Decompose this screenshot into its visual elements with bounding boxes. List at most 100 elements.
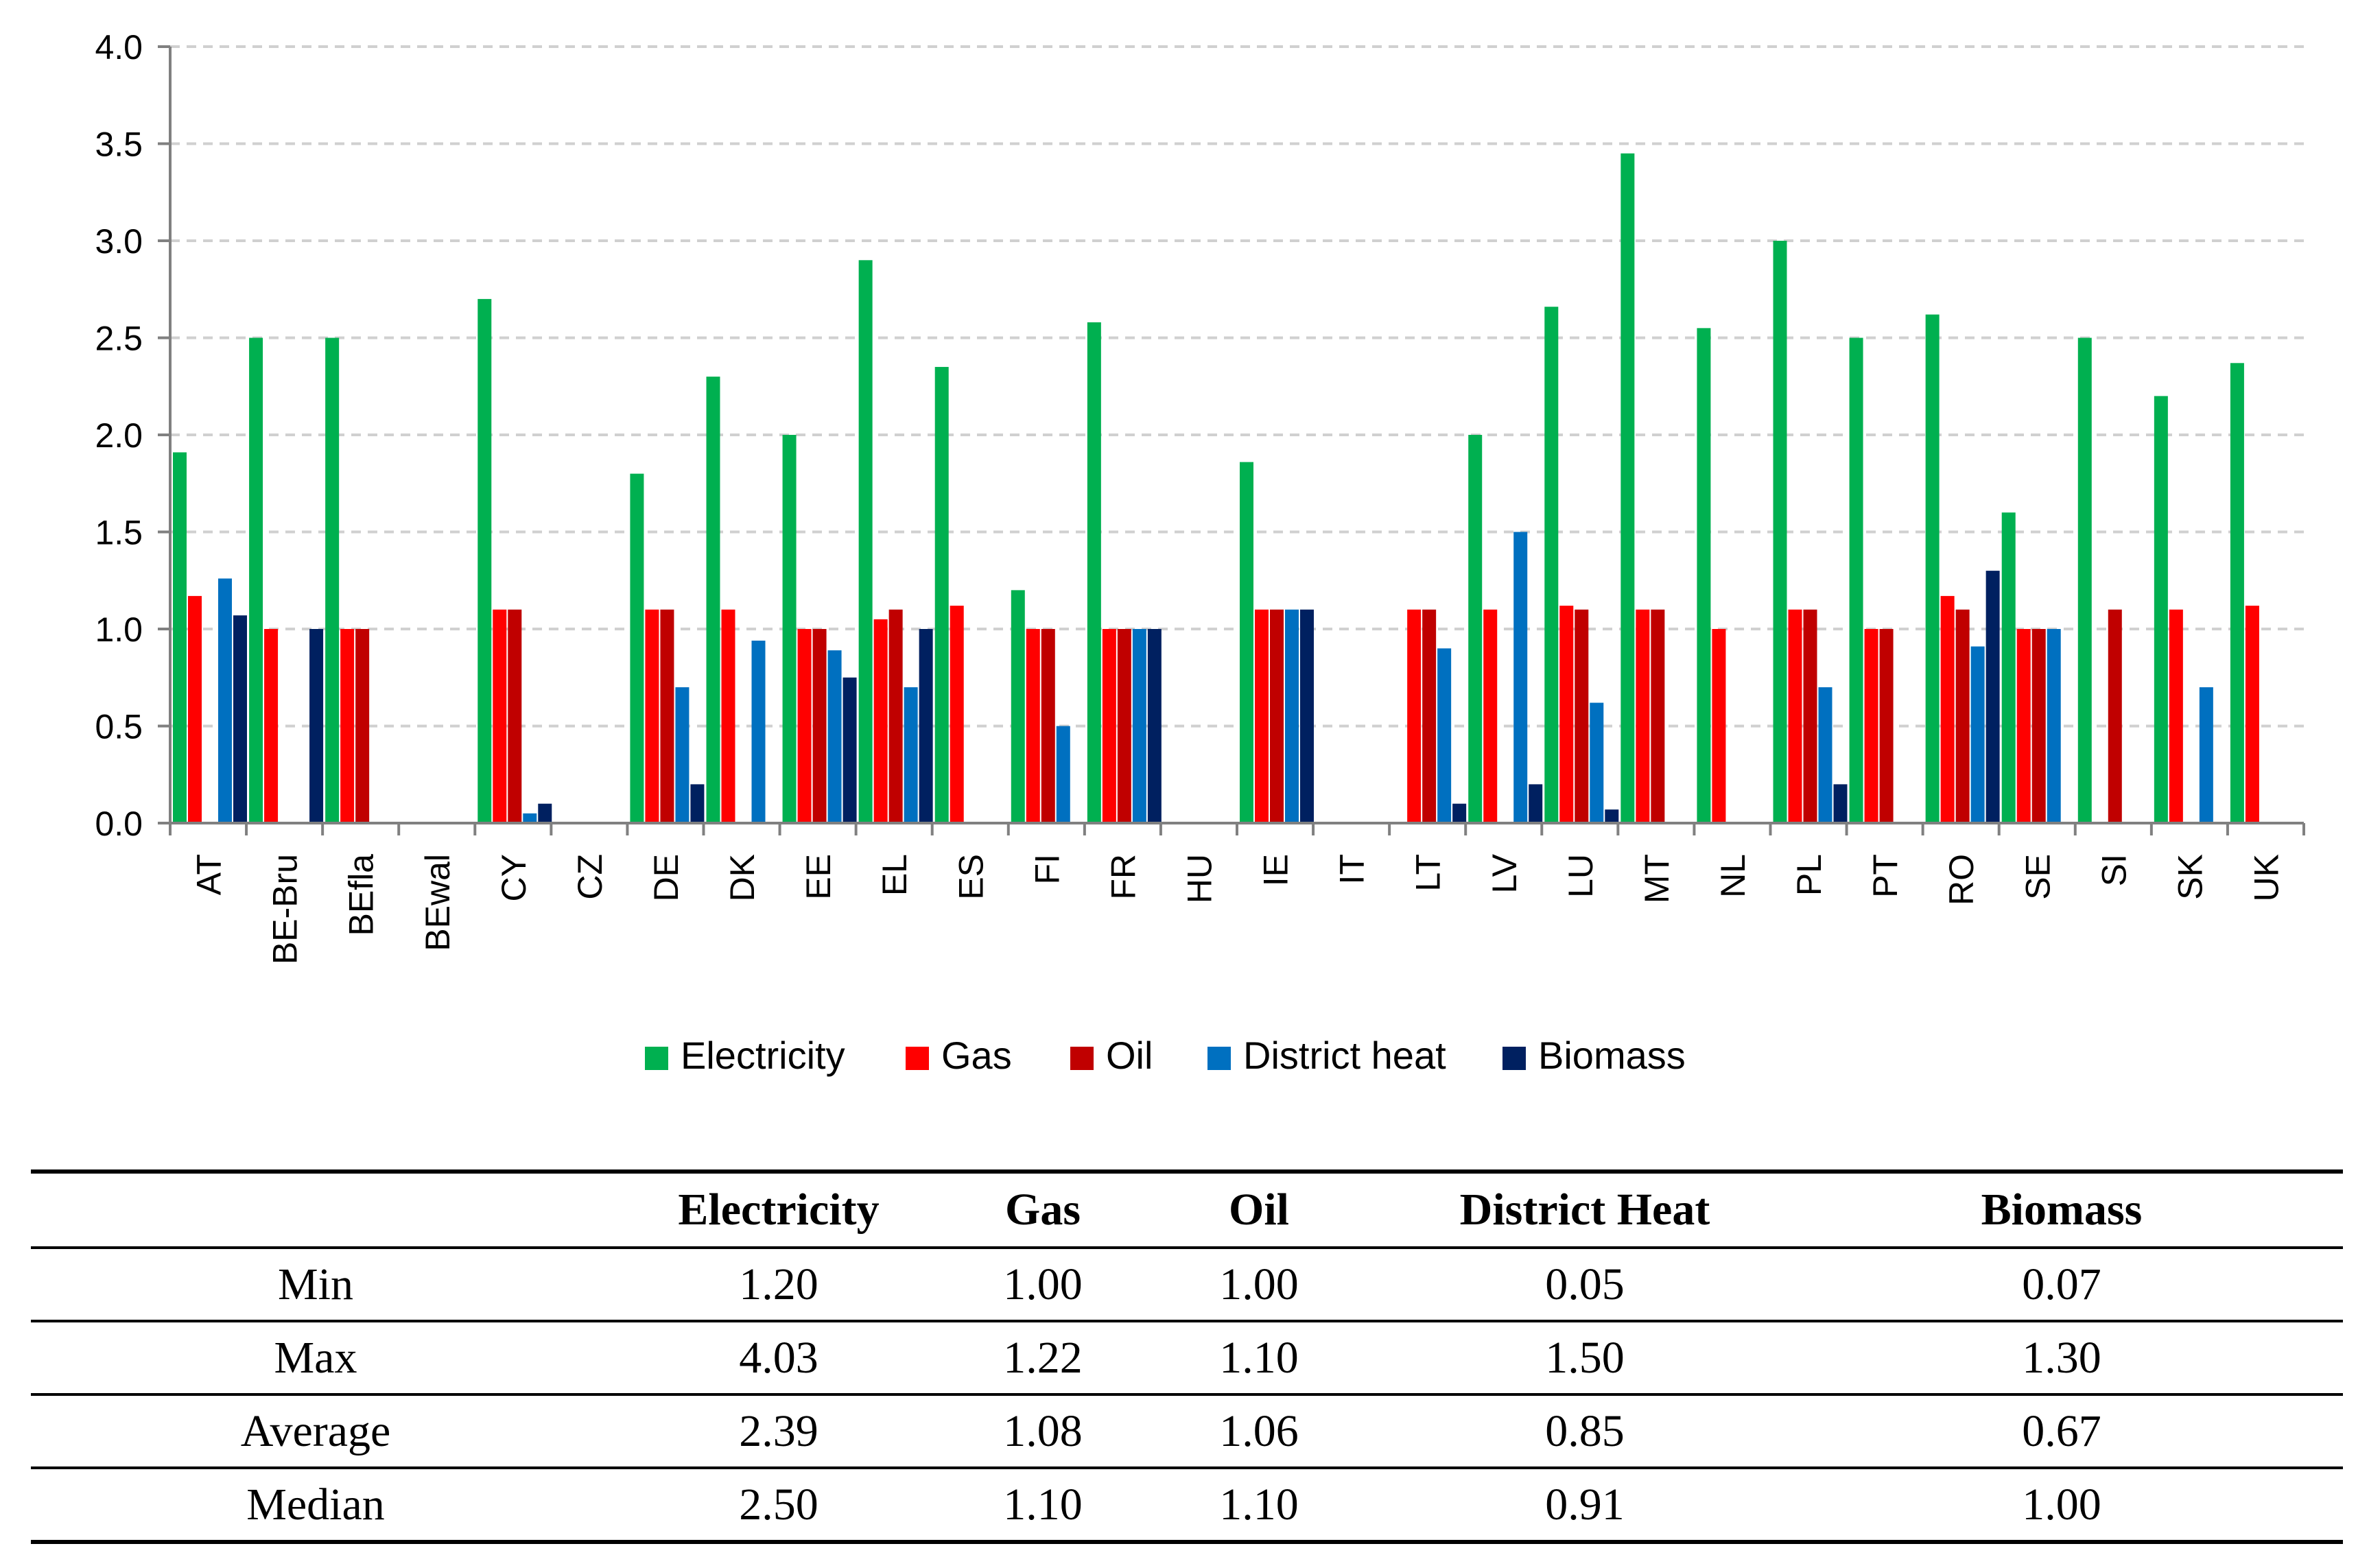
bar-el-oil: [888, 609, 903, 823]
bar-befla-electricity: [325, 337, 340, 823]
legend-swatch: [645, 1047, 668, 1070]
y-tick-label: 2.5: [95, 320, 143, 358]
bar-be-bru-biomass: [309, 629, 324, 823]
legend-swatch: [1207, 1047, 1231, 1070]
cell-gas: 1.08: [1003, 1405, 1083, 1456]
x-tick-label: SK: [2171, 854, 2209, 900]
bar-nl-gas: [1712, 629, 1726, 823]
bar-lu-oil: [1575, 609, 1589, 823]
x-tick-label: EL: [875, 854, 914, 896]
bar-el-electricity: [858, 260, 873, 823]
x-tick-label: CY: [495, 854, 533, 901]
bar-ie-gas: [1255, 609, 1269, 823]
x-tick-label: FR: [1104, 854, 1142, 900]
bars: [173, 153, 2259, 824]
bar-lu-biomass: [1605, 809, 1619, 823]
header-district-heat: District Heat: [1459, 1185, 1710, 1235]
x-tick-label: LV: [1485, 853, 1524, 893]
legend-label: Oil: [1106, 1034, 1153, 1077]
bar-mt-oil: [1651, 609, 1665, 823]
cell-biomass: 1.00: [2022, 1479, 2101, 1530]
bar-pt-electricity: [1849, 337, 1863, 823]
cell-biomass: 0.07: [2022, 1259, 2101, 1309]
bar-ee-biomass: [842, 677, 857, 823]
x-tick-label: PL: [1790, 854, 1828, 896]
y-tick-label: 4.0: [95, 28, 143, 67]
bar-ro-biomass: [1985, 571, 2000, 823]
bar-dk-electricity: [706, 377, 720, 823]
bar-pl-electricity: [1773, 241, 1787, 823]
bar-se-electricity: [2001, 512, 2016, 823]
cell-gas: 1.00: [1003, 1259, 1083, 1309]
bar-fr-district-heat: [1132, 629, 1146, 823]
row-label: Min: [277, 1259, 354, 1309]
bar-es-gas: [950, 606, 964, 823]
bar-fr-biomass: [1147, 629, 1162, 823]
bar-de-electricity: [630, 473, 644, 823]
bar-si-oil: [2108, 609, 2122, 823]
bar-ee-district-heat: [827, 650, 842, 823]
x-tick-labels: AT BE-Bru BEfla BEwal CY CZ DE DK EE EL ES FI FR HU IE…: [190, 853, 2286, 964]
bar-ro-district-heat: [1970, 646, 1985, 823]
bar-fi-oil: [1041, 629, 1055, 823]
bar-lt-oil: [1422, 609, 1437, 823]
x-tick-label: IE: [1257, 854, 1295, 886]
cell-electricity: 4.03: [739, 1332, 818, 1383]
bar-at-gas: [188, 595, 202, 823]
x-tick-label: BE-Bru: [266, 854, 305, 964]
bar-sk-district-heat: [2199, 687, 2213, 823]
cell-district-heat: 0.05: [1545, 1259, 1625, 1309]
bar-lv-gas: [1483, 609, 1498, 823]
bar-be-bru-gas: [264, 629, 279, 823]
bar-at-electricity: [173, 452, 187, 823]
bar-se-gas: [2016, 629, 2031, 823]
bar-de-biomass: [690, 784, 705, 823]
bar-ro-electricity: [1925, 314, 1940, 823]
x-tick-label: ES: [952, 854, 990, 900]
y-tick-label: 1.0: [95, 610, 143, 649]
bar-es-electricity: [934, 366, 949, 823]
legend-label: Biomass: [1538, 1034, 1686, 1077]
bar-pl-biomass: [1833, 784, 1848, 823]
x-tick-label: DK: [723, 854, 762, 901]
header-oil: Oil: [1228, 1185, 1289, 1235]
row-label: Average: [240, 1405, 391, 1456]
bar-cy-oil: [508, 609, 522, 823]
bar-dk-gas: [721, 609, 735, 823]
bar-lv-district-heat: [1513, 532, 1528, 823]
x-tick-label: UK: [2247, 854, 2285, 901]
bar-se-district-heat: [2047, 629, 2061, 823]
bar-mt-gas: [1636, 609, 1650, 823]
header-gas: Gas: [1004, 1185, 1081, 1235]
cell-district-heat: 1.50: [1545, 1332, 1625, 1383]
table-row-min: Min 1.20 1.00 1.00 0.05 0.07: [31, 1248, 2343, 1321]
cell-oil: 1.10: [1219, 1479, 1299, 1530]
legend-label: District heat: [1243, 1034, 1446, 1077]
y-tick-label: 0.5: [95, 708, 143, 746]
bar-sk-electricity: [2154, 396, 2168, 823]
bar-el-gas: [873, 619, 888, 823]
y-tick-label: 2.0: [95, 416, 143, 455]
bar-de-oil: [660, 609, 674, 823]
cell-electricity: 2.39: [739, 1405, 818, 1456]
bar-ie-electricity: [1240, 462, 1253, 823]
bar-cy-biomass: [538, 803, 552, 823]
y-tick-label: 1.5: [95, 514, 143, 552]
cell-electricity: 1.20: [739, 1259, 818, 1309]
axes: [158, 45, 2305, 835]
x-tick-label: HU: [1180, 854, 1218, 903]
x-tick-label: PT: [1866, 854, 1905, 898]
bar-ee-oil: [812, 629, 827, 823]
legend-label: Electricity: [681, 1034, 845, 1077]
bar-ro-oil: [1955, 609, 1970, 823]
header-biomass: Biomass: [1981, 1185, 2143, 1235]
legend-swatch: [906, 1047, 929, 1070]
bar-fr-electricity: [1087, 322, 1101, 823]
bar-fi-district-heat: [1056, 726, 1070, 823]
bar-be-bru-electricity: [249, 337, 263, 823]
cell-biomass: 0.67: [2022, 1405, 2101, 1456]
cell-oil: 1.06: [1219, 1405, 1299, 1456]
x-tick-label: SI: [2095, 854, 2133, 886]
bar-uk-electricity: [2230, 363, 2244, 823]
x-tick-label: BEfla: [342, 854, 381, 936]
